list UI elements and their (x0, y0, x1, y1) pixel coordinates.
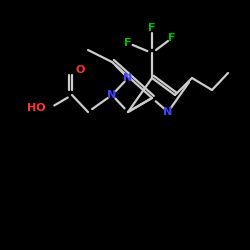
Text: F: F (168, 33, 176, 43)
Text: N: N (124, 73, 132, 83)
Text: F: F (124, 38, 132, 48)
Text: N: N (164, 107, 172, 117)
Text: F: F (148, 23, 156, 33)
Text: O: O (75, 65, 85, 75)
Text: N: N (108, 90, 116, 100)
Text: HO: HO (28, 103, 46, 113)
